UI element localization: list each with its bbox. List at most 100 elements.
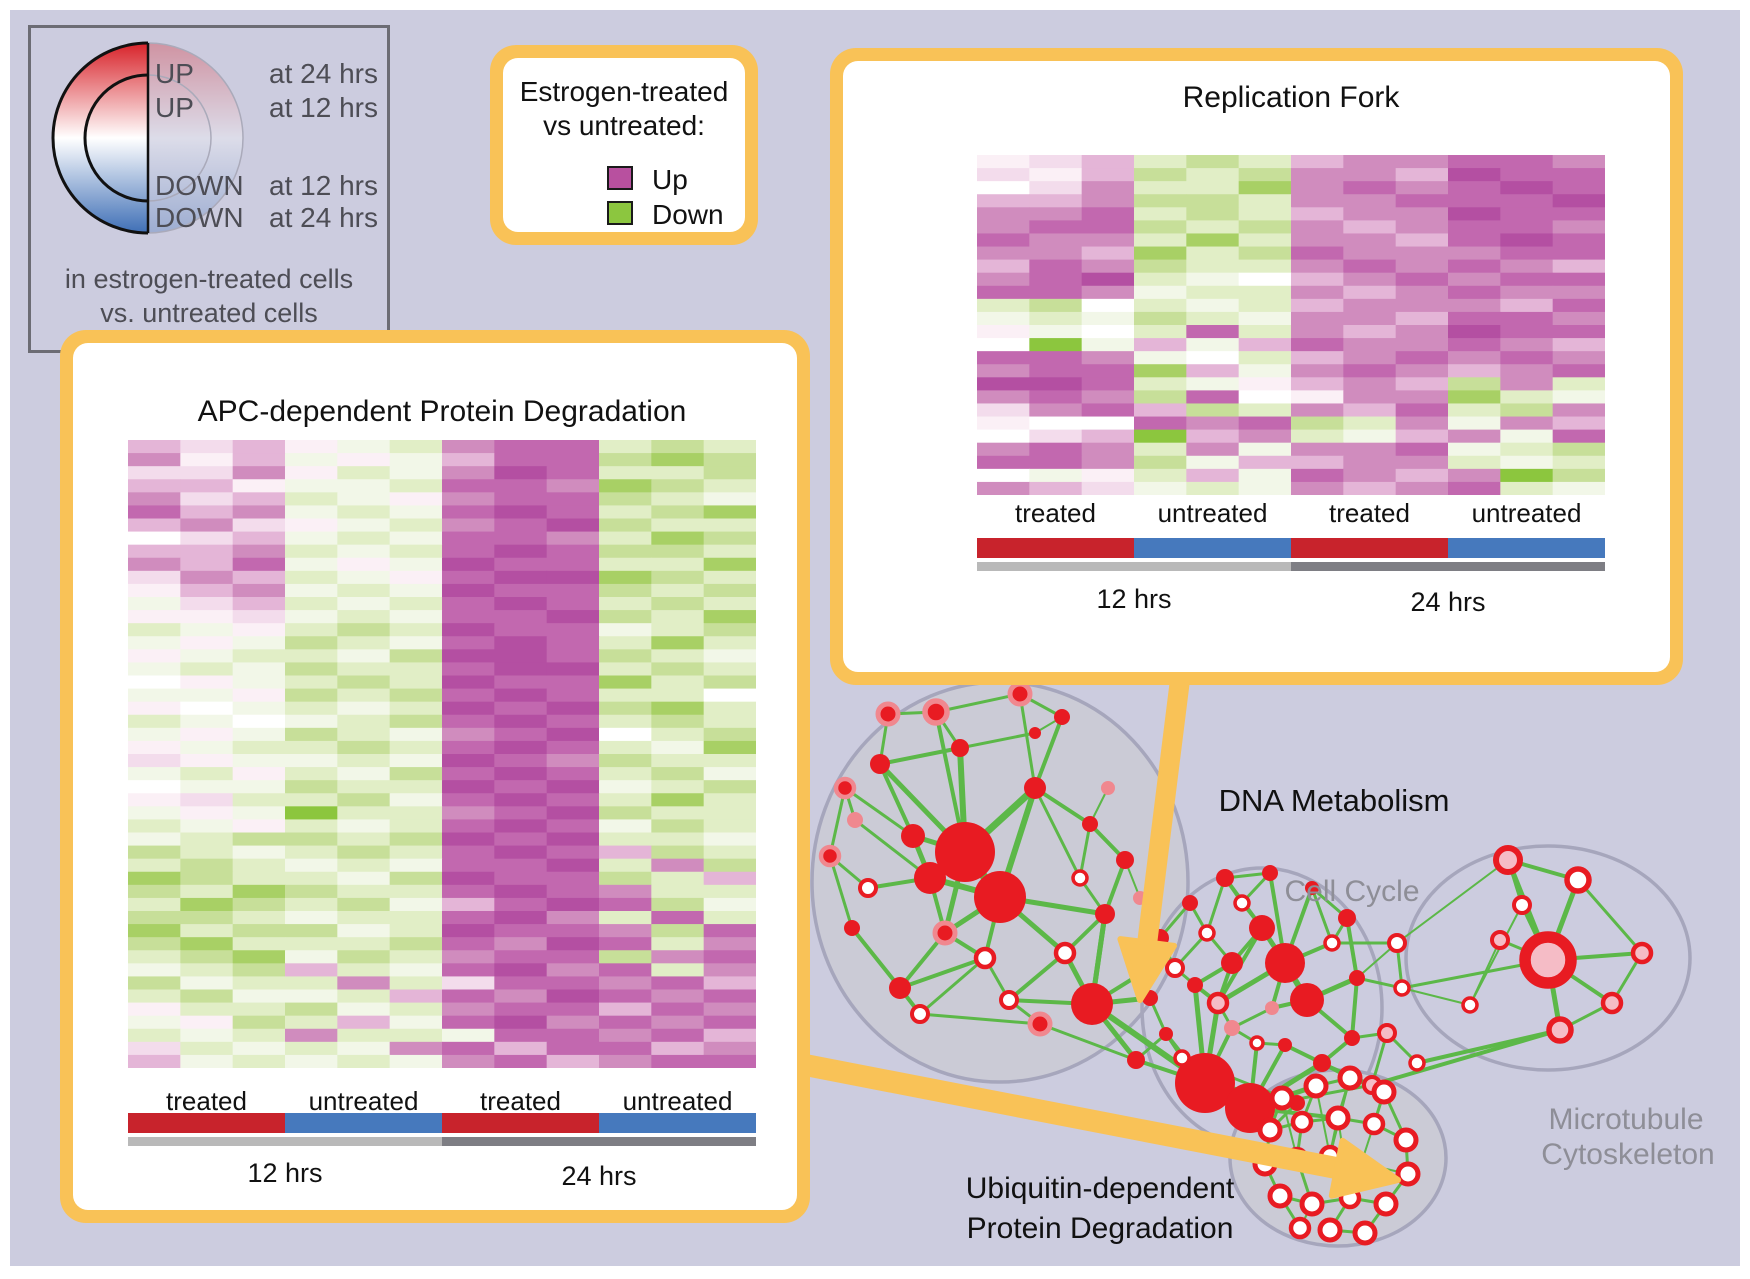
apc-24hrs-bar [442,1137,756,1146]
heatmap-cell [442,845,495,860]
heatmap-cell [1448,181,1501,195]
heatmap-cell [494,754,548,768]
heatmap-cell [285,1028,338,1043]
heatmap-cell [285,871,338,886]
heatmap-cell [651,479,705,493]
heatmap-cell [337,740,391,755]
network-node-ring [1395,1161,1421,1187]
network-node-solid [1024,777,1046,799]
heatmap-cell [337,819,391,833]
heatmap-cell [546,871,600,886]
heatmap-cell [1395,455,1449,470]
heatmap-cell [651,466,705,480]
network-edge [1039,1022,1137,1062]
heatmap-cell [180,819,234,833]
up-down-circle-diagram [51,41,244,235]
network-node-pink [847,812,863,828]
heatmap-cell [546,793,600,807]
heatmap-cell [128,1041,181,1056]
network-node-pink_ring [932,920,958,946]
network-node-ring [1325,1105,1351,1131]
heatmap-cell [1448,481,1501,495]
heatmap-cell [494,937,548,951]
heatmap-cell [977,377,1030,391]
heatmap-cell [180,963,234,977]
heatmap-cell [599,740,652,755]
heatmap-cell [128,871,181,886]
heatmap-cell [651,767,705,781]
heatmap-cell [494,832,548,847]
heatmap-cell [546,583,600,598]
heatmap-cell [1500,272,1554,287]
network-node-solid [1054,709,1070,725]
heatmap-cell [232,714,286,729]
heatmap-cell [1395,181,1449,195]
heatmap-cell [389,636,443,650]
heatmap-cell [180,610,234,624]
heatmap-cell [180,1002,234,1017]
heatmap-cell [442,714,495,729]
legend-note-line2: vs. untreated cells [100,298,318,328]
heatmap-cell [546,675,600,690]
heatmap-cell [337,505,391,519]
heatmap-cell [337,911,391,925]
heatmap-cell [285,937,338,951]
heatmap-cell [977,351,1030,365]
heatmap-cell [494,466,548,480]
heatmap-cell [546,884,600,899]
heatmap-cell [1029,272,1083,287]
heatmap-cell [1343,429,1397,444]
heatmap-cell [1343,455,1397,470]
heatmap-cell [232,623,286,637]
heatmap-cell [128,976,181,990]
heatmap-cell [232,440,286,454]
heatmap-cell [232,740,286,755]
microtubule-label-line1: Microtubule [1548,1103,1704,1136]
heatmap-cell [389,832,443,847]
estrogen-legend-title-line1: Estrogen-treated [519,76,729,107]
heatmap-cell [1029,364,1083,378]
heatmap-cell [599,492,652,506]
heatmap-cell [337,727,391,742]
heatmap-cell [128,740,181,755]
heatmap-cell [1238,481,1292,495]
heatmap-cell [1343,377,1397,391]
network-node-solid [1249,915,1275,941]
heatmap-cell [1395,207,1449,221]
heatmap-cell [337,832,391,847]
heatmap-cell [977,233,1030,248]
heatmap-cell [442,1041,495,1056]
heatmap-cell [703,950,756,964]
heatmap-cell [494,767,548,781]
heatmap-cell [285,662,338,676]
heatmap-cell [337,989,391,1004]
heatmap-cell [546,806,600,820]
network-node-ring [1337,1065,1363,1091]
heatmap-cell [180,636,234,650]
heatmap-cell [1500,468,1554,483]
heatmap-cell [1343,325,1397,339]
heatmap-cell [703,780,756,794]
heatmap-cell [128,662,181,676]
heatmap-cell [285,1002,338,1017]
heatmap-cell [546,950,600,964]
heatmap-cell [494,1015,548,1030]
heatmap-cell [337,479,391,493]
heatmap-cell [442,754,495,768]
heatmap-cell [651,518,705,533]
rf-group-label-treated-24: treated [1329,498,1410,528]
network-node-ring [973,946,997,970]
heatmap-cell [1291,181,1344,195]
heatmap-cell [1448,168,1501,182]
heatmap-cell [546,597,600,611]
heatmap-cell [1291,429,1344,444]
heatmap-cell [546,845,600,860]
heatmap-cell [442,924,495,938]
network-edge [1007,951,1067,1002]
apc-degradation-heatmap [128,440,756,1068]
heatmap-cell [494,780,548,794]
heatmap-cell [1448,246,1501,261]
heatmap-cell [442,492,495,506]
heatmap-cell [599,1028,652,1043]
heatmap-cell [1186,442,1240,457]
